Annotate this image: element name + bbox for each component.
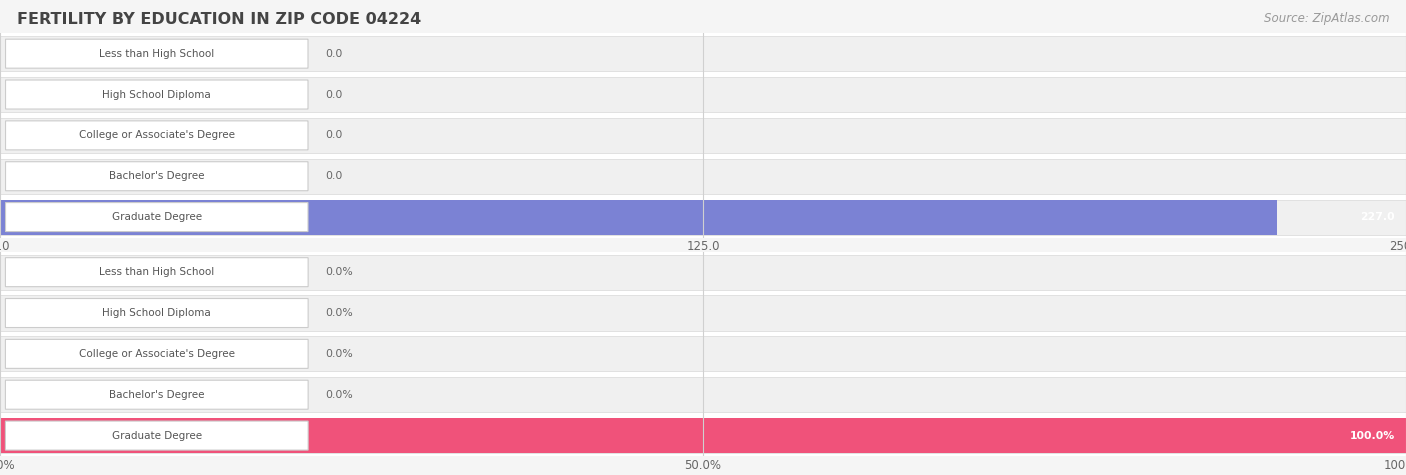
Text: 100.0%: 100.0% xyxy=(1350,430,1395,441)
FancyBboxPatch shape xyxy=(0,159,1406,194)
FancyBboxPatch shape xyxy=(0,295,1406,331)
FancyBboxPatch shape xyxy=(6,39,308,68)
FancyBboxPatch shape xyxy=(6,298,308,328)
FancyBboxPatch shape xyxy=(6,121,308,150)
Text: Bachelor's Degree: Bachelor's Degree xyxy=(110,171,204,181)
FancyBboxPatch shape xyxy=(0,118,1406,153)
FancyBboxPatch shape xyxy=(0,295,1,331)
Text: High School Diploma: High School Diploma xyxy=(103,308,211,318)
FancyBboxPatch shape xyxy=(0,377,1406,412)
FancyBboxPatch shape xyxy=(0,77,1,112)
Text: 0.0%: 0.0% xyxy=(325,308,353,318)
Text: College or Associate's Degree: College or Associate's Degree xyxy=(79,349,235,359)
FancyBboxPatch shape xyxy=(0,36,1406,71)
FancyBboxPatch shape xyxy=(6,162,308,191)
FancyBboxPatch shape xyxy=(0,36,1,71)
FancyBboxPatch shape xyxy=(6,421,308,450)
FancyBboxPatch shape xyxy=(0,200,1406,235)
FancyBboxPatch shape xyxy=(0,418,1406,453)
FancyBboxPatch shape xyxy=(0,255,1406,290)
Text: FERTILITY BY EDUCATION IN ZIP CODE 04224: FERTILITY BY EDUCATION IN ZIP CODE 04224 xyxy=(17,12,422,27)
Text: 0.0%: 0.0% xyxy=(325,267,353,277)
FancyBboxPatch shape xyxy=(0,336,1406,371)
FancyBboxPatch shape xyxy=(0,200,1277,235)
Text: Bachelor's Degree: Bachelor's Degree xyxy=(110,390,204,400)
Text: Less than High School: Less than High School xyxy=(100,48,214,59)
FancyBboxPatch shape xyxy=(0,255,1,290)
Text: Less than High School: Less than High School xyxy=(100,267,214,277)
Text: Source: ZipAtlas.com: Source: ZipAtlas.com xyxy=(1264,12,1389,25)
FancyBboxPatch shape xyxy=(0,159,1,194)
FancyBboxPatch shape xyxy=(0,418,1406,453)
Text: 227.0: 227.0 xyxy=(1360,212,1395,222)
FancyBboxPatch shape xyxy=(0,77,1406,112)
FancyBboxPatch shape xyxy=(6,257,308,287)
Text: 0.0: 0.0 xyxy=(325,130,342,141)
Text: 0.0: 0.0 xyxy=(325,48,342,59)
Text: 0.0: 0.0 xyxy=(325,171,342,181)
Text: 0.0%: 0.0% xyxy=(325,349,353,359)
FancyBboxPatch shape xyxy=(6,202,308,232)
FancyBboxPatch shape xyxy=(0,377,1,412)
FancyBboxPatch shape xyxy=(0,336,1,371)
Text: High School Diploma: High School Diploma xyxy=(103,89,211,100)
Text: Graduate Degree: Graduate Degree xyxy=(111,212,202,222)
FancyBboxPatch shape xyxy=(6,339,308,369)
Text: 0.0: 0.0 xyxy=(325,89,342,100)
Text: 0.0%: 0.0% xyxy=(325,390,353,400)
FancyBboxPatch shape xyxy=(6,80,308,109)
Text: College or Associate's Degree: College or Associate's Degree xyxy=(79,130,235,141)
Text: Graduate Degree: Graduate Degree xyxy=(111,430,202,441)
FancyBboxPatch shape xyxy=(6,380,308,409)
FancyBboxPatch shape xyxy=(0,118,1,153)
